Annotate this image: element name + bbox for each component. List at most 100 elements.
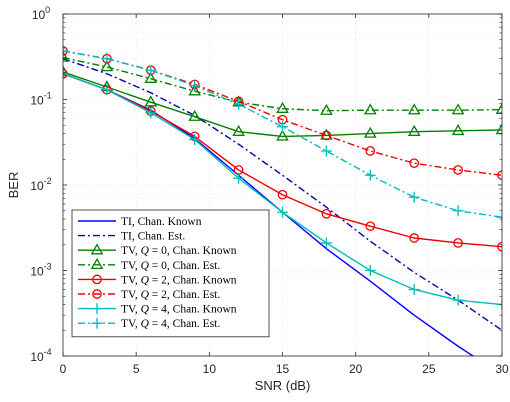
- y-tick-label: 10-4: [30, 347, 51, 364]
- y-tick-label: 100: [32, 5, 50, 22]
- legend-marker: [91, 317, 103, 329]
- data-point: [188, 109, 202, 121]
- data-point: [145, 64, 157, 76]
- legend-entry: TV, Q = 2, Chan. Known: [78, 274, 237, 286]
- data-point: [277, 121, 288, 133]
- legend-label-part: Q: [141, 289, 150, 301]
- x-tick-label: 5: [133, 362, 140, 376]
- x-tick-label: 0: [60, 362, 67, 376]
- legend-label: TI, Chan. Known: [121, 216, 202, 228]
- legend-entry: TV, Q = 4, Chan. Known: [78, 303, 237, 316]
- legend-entry: TV, Q = 4, Chan. Est.: [78, 317, 220, 330]
- legend-label-part: = 2, Chan. Known: [149, 274, 237, 286]
- series-line: [63, 58, 502, 331]
- data-point: [233, 172, 245, 184]
- legend-label-part: = 0, Chan. Known: [149, 245, 237, 257]
- y-tick-exponent: -4: [44, 347, 52, 357]
- data-point: [321, 208, 332, 219]
- legend-label-part: = 2, Chan. Est.: [149, 289, 220, 301]
- series-8: [63, 45, 502, 223]
- legend-marker: [92, 274, 102, 285]
- x-tick-label: 20: [349, 362, 363, 376]
- data-point: [232, 124, 245, 136]
- legend-box: [71, 209, 270, 338]
- legend-label-part: Q: [141, 274, 150, 286]
- legend-marker: [90, 257, 104, 270]
- series-layer: [63, 45, 502, 356]
- y-tick-exponent: -1: [44, 91, 52, 101]
- data-point: [233, 98, 245, 110]
- legend: TI, Chan. Known TI, Chan. Est. TV, Q = 0, …: [71, 209, 270, 338]
- y-tick-exponent: 0: [45, 5, 50, 15]
- data-point: [189, 134, 201, 146]
- legend-marker: [92, 289, 102, 299]
- data-point: [189, 80, 201, 92]
- data-point: [321, 130, 332, 141]
- legend-label-part: Q: [141, 304, 150, 316]
- data-point: [276, 129, 289, 141]
- y-tick-label: 10-2: [30, 176, 51, 193]
- data-point: [320, 145, 332, 157]
- legend-label-part: Q: [141, 260, 150, 272]
- legend-label: TV, Q = 2, Chan. Known: [121, 274, 237, 286]
- y-tick-base: 10: [30, 350, 44, 364]
- legend-label-part: = 4, Chan. Est.: [149, 318, 220, 330]
- legend-entry: TV, Q = 2, Chan. Est.: [78, 289, 220, 301]
- series-7: [63, 68, 502, 311]
- data-point: [408, 191, 420, 203]
- x-tick-label: 25: [422, 362, 436, 376]
- legend-label: TV, Q = 0, Chan. Est.: [121, 260, 220, 272]
- data-point: [100, 60, 114, 72]
- data-point: [452, 294, 464, 306]
- legend-label-part: Q: [141, 318, 150, 330]
- legend-label-part: TV,: [121, 274, 141, 286]
- legend-entry: TI, Chan. Est.: [78, 231, 185, 243]
- data-point: [144, 71, 158, 83]
- series-line: [63, 50, 502, 176]
- data-point: [277, 206, 288, 218]
- x-axis-label: SNR (dB): [255, 378, 311, 393]
- data-point: [495, 102, 502, 114]
- data-point: [188, 84, 202, 96]
- series-4: [63, 50, 502, 115]
- x-tick-label: 30: [495, 362, 509, 376]
- data-point: [451, 124, 465, 136]
- data-point: [453, 238, 463, 248]
- x-tick-label: 10: [203, 362, 217, 376]
- y-tick-label: 10-3: [30, 262, 51, 279]
- ticks: [62, 13, 503, 357]
- y-tick-exponent: -3: [44, 262, 52, 272]
- legend-entry: TV, Q = 0, Chan. Est.: [78, 257, 220, 272]
- legend-label: TV, Q = 4, Chan. Known: [121, 304, 237, 316]
- data-point: [365, 221, 376, 232]
- data-point: [364, 169, 376, 181]
- legend-label-part: TV,: [121, 318, 141, 330]
- series-2: [63, 58, 502, 331]
- legend-label-part: = 0, Chan. Est.: [149, 260, 220, 272]
- data-point: [496, 211, 502, 223]
- data-point: [408, 283, 420, 295]
- y-tick-base: 10: [30, 179, 44, 193]
- legend-label-part: TV,: [121, 289, 141, 301]
- data-point: [407, 103, 421, 115]
- legend-label-part: TI, Chan. Est.: [121, 231, 185, 243]
- series-line: [63, 71, 502, 138]
- data-point: [277, 189, 288, 200]
- data-point: [63, 45, 69, 57]
- y-tick-label: 10-1: [30, 91, 51, 108]
- data-point: [363, 103, 377, 115]
- series-line: [63, 56, 502, 112]
- y-tick-exponent: -2: [44, 176, 52, 186]
- data-point: [320, 103, 333, 115]
- data-point: [363, 126, 377, 138]
- data-point: [409, 233, 420, 243]
- data-point: [144, 95, 158, 107]
- legend-label: TV, Q = 0, Chan. Known: [121, 245, 237, 257]
- data-point: [63, 68, 69, 80]
- data-point: [407, 124, 421, 136]
- legend-marker: [90, 243, 104, 255]
- y-axis-label: BER: [6, 172, 21, 199]
